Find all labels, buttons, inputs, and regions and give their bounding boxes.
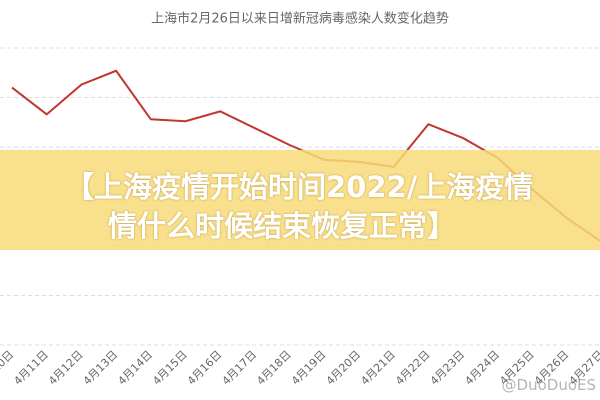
x-tick-label: 4月23日	[428, 348, 468, 388]
chart-title: 上海市2月26日以来日增新冠病毒感染人数变化趋势	[151, 11, 449, 27]
x-tick-label: 4月22日	[393, 348, 433, 388]
x-tick-label: 4月11日	[11, 348, 51, 388]
banner: 【上海疫情开始时间2022/上海疫情 情什么时候结束恢复正常】	[0, 150, 600, 250]
x-tick-label: 4月13日	[81, 348, 121, 388]
x-tick-label: 4月17日	[220, 348, 260, 388]
banner-line: 【上海疫情开始时间2022/上海疫情	[65, 170, 534, 204]
watermark: @DuoDuoES	[501, 376, 596, 394]
x-tick-label: 4月19日	[289, 348, 329, 388]
x-tick-label: 4月14日	[115, 348, 155, 388]
x-tick-label: 4月24日	[462, 348, 502, 388]
x-tick-label: 4月20日	[324, 348, 364, 388]
x-tick-label: 4月15日	[150, 348, 190, 388]
x-tick-label: 4月16日	[185, 348, 225, 388]
x-tick-label: 4月21日	[358, 348, 398, 388]
banner-line: 情什么时候结束恢复正常】	[108, 209, 457, 243]
x-tick-label: 4月12日	[46, 348, 86, 388]
x-tick-label: 4月18日	[254, 348, 294, 388]
